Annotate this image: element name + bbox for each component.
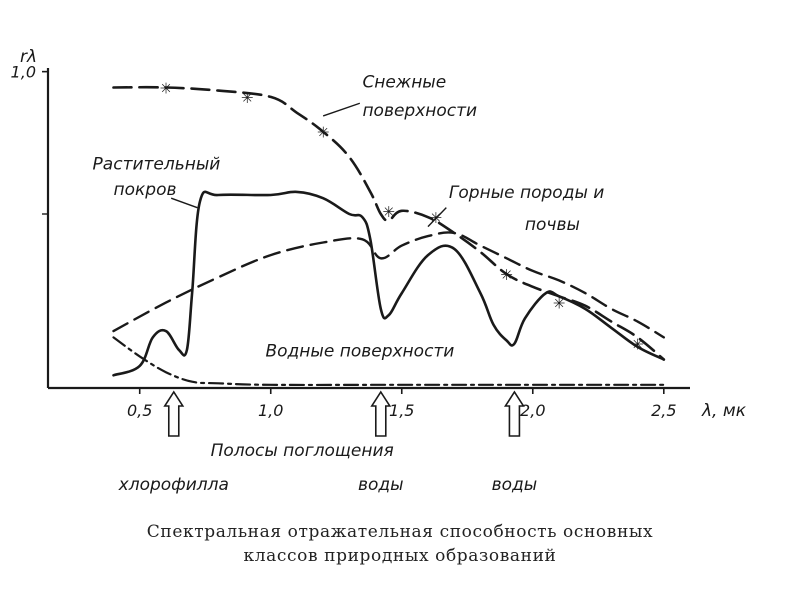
y-axis-label: rλ (20, 47, 37, 67)
series-line-2 (112, 231, 665, 339)
star-marker: ✳ (553, 295, 566, 313)
star-marker: ✳ (631, 336, 644, 354)
series-annotation: Растительный (93, 155, 221, 175)
series-annotation: Водные поверхности (265, 341, 454, 361)
series-line-1 (112, 190, 666, 377)
series-line-3 (112, 336, 665, 387)
series-layer (112, 85, 666, 387)
x-tick-label: 2,5 (651, 401, 676, 420)
series-annotation: почвы (525, 215, 580, 235)
star-marker: ✳ (317, 124, 330, 142)
series-annotation: поверхности (362, 101, 477, 121)
series-annotation: Снежные (362, 72, 446, 92)
x-tick-label: 0,5 (127, 401, 152, 420)
figure-caption-line-2: классов природных образований (243, 546, 557, 566)
star-marker: ✳ (500, 266, 513, 284)
x-axis-label: λ, мк (701, 401, 747, 421)
absorption-arrow (163, 390, 185, 437)
annotation-leader (322, 102, 361, 117)
annotation-leader (427, 207, 447, 228)
absorption-band-label: воды (492, 475, 538, 495)
annotations: Снежные поверхности Растительный покров Горн… (93, 72, 605, 361)
absorption-band-label: воды (358, 475, 404, 495)
absorption-arrow (370, 390, 392, 437)
x-tick-label: 2,0 (520, 401, 545, 420)
series-line-0 (112, 85, 666, 361)
absorption-bands: хлорофилла воды воды Полосы поглощения (118, 390, 538, 495)
star-marker: ✳ (241, 89, 254, 107)
star-markers: ✳✳✳✳ ✳✳✳✳ (160, 79, 644, 353)
figure-caption-line-1: Спектральная отражательная способность о… (146, 522, 654, 542)
x-tick-label: 1,5 (389, 401, 414, 420)
star-marker: ✳ (382, 203, 395, 221)
series-annotation: покров (114, 180, 177, 200)
absorption-band-label: хлорофилла (118, 475, 229, 495)
series-annotation: Горные породы и (449, 183, 604, 203)
absorption-bands-heading: Полосы поглощения (211, 441, 394, 461)
star-marker: ✳ (160, 79, 173, 97)
y-tick-label: 1,0 (11, 63, 36, 82)
absorption-arrow (503, 390, 525, 437)
annotation-leader (170, 197, 198, 209)
x-tick-label: 1,0 (258, 401, 283, 420)
